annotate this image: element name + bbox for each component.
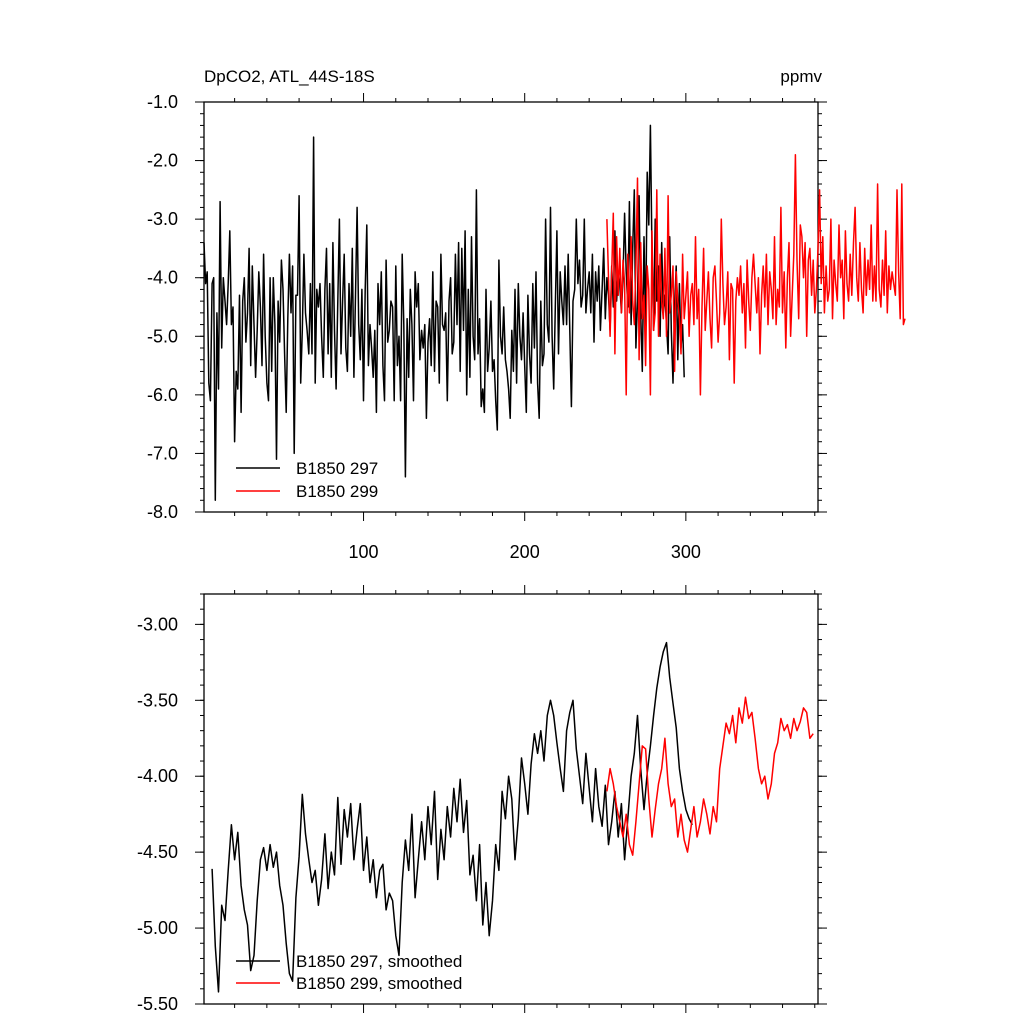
y-tick-label: -8.0	[147, 502, 178, 522]
y-tick-label: -3.00	[137, 614, 178, 634]
chart-title: DpCO2, ATL_44S-18S	[204, 67, 375, 86]
x-tick-label: 100	[349, 542, 379, 562]
y-tick-label: -5.50	[137, 994, 178, 1014]
y-tick-label: -3.50	[137, 690, 178, 710]
legend: B1850 297, smoothed B1850 299, smoothed	[236, 952, 462, 993]
y-tick-label: -5.00	[137, 918, 178, 938]
legend: B1850 297 B1850 299	[236, 459, 378, 501]
x-tick-labels: 100 200 300	[349, 542, 701, 562]
legend-label-1: B1850 299, smoothed	[296, 974, 462, 993]
series-line-1	[606, 696, 814, 856]
plot-frame	[203, 101, 819, 513]
bottom-panel: -3.00 -3.50 -4.00 -4.50 -5.00 -5.50 B1850 297…	[137, 585, 827, 1014]
y-tick-label: -4.00	[137, 766, 178, 786]
tick-marks	[195, 585, 827, 1013]
y-tick-labels: -3.00 -3.50 -4.00 -4.50 -5.00 -5.50	[137, 614, 178, 1014]
series-lines	[211, 641, 814, 993]
y-tick-label: -1.0	[147, 92, 178, 112]
y-tick-label: -7.0	[147, 443, 178, 463]
legend-label-1: B1850 299	[296, 482, 378, 501]
units-label: ppmv	[780, 67, 822, 86]
series-line-0	[203, 124, 685, 502]
y-tick-label: -3.0	[147, 209, 178, 229]
legend-label-0: B1850 297	[296, 459, 378, 478]
y-tick-label: -6.0	[147, 385, 178, 405]
x-tick-label: 300	[671, 542, 701, 562]
legend-label-0: B1850 297, smoothed	[296, 952, 462, 971]
series-line-0	[211, 641, 693, 993]
y-tick-label: -4.0	[147, 268, 178, 288]
series-line-1	[606, 153, 906, 396]
y-tick-labels: -1.0 -2.0 -3.0 -4.0 -5.0 -6.0 -7.0 -8.0	[147, 92, 178, 522]
y-tick-label: -5.0	[147, 326, 178, 346]
tick-marks	[195, 93, 827, 521]
x-tick-label: 200	[510, 542, 540, 562]
series-lines	[203, 124, 906, 502]
y-tick-label: -2.0	[147, 151, 178, 171]
y-tick-label: -4.50	[137, 842, 178, 862]
top-panel: DpCO2, ATL_44S-18S ppmv 100 200 300 -1.0 -2…	[147, 67, 906, 562]
plot-frame	[203, 593, 819, 1005]
